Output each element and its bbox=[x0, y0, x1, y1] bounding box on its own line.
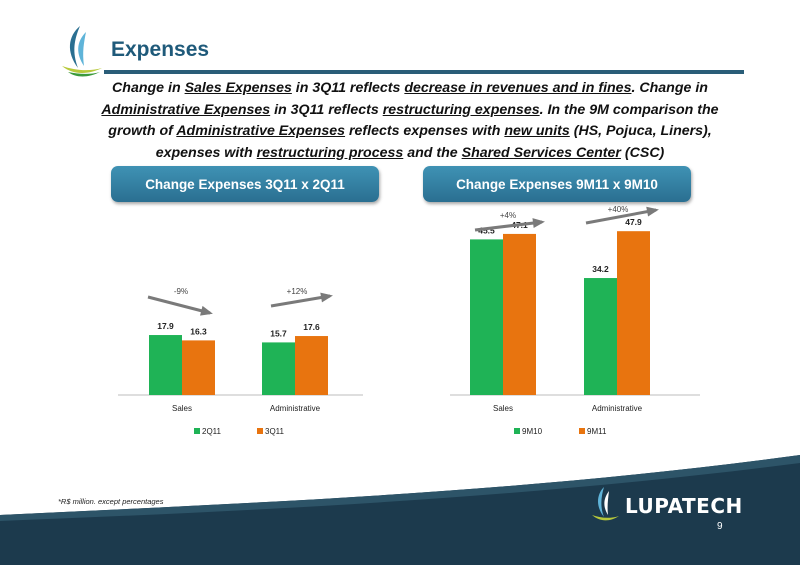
summary-text: Change in Sales Expenses in 3Q11 reflect… bbox=[100, 78, 720, 164]
lupatech-logo-icon bbox=[62, 26, 102, 77]
legend-swatch-9M10 bbox=[514, 428, 520, 434]
data-label: 17.6 bbox=[303, 322, 320, 332]
left-section-title: Change Expenses 3Q11 x 2Q11 bbox=[111, 166, 379, 202]
change-annotation: +12% bbox=[287, 287, 308, 296]
summary-fragment: in 3Q11 reflects bbox=[270, 101, 383, 118]
bar-2Q11-sales bbox=[149, 335, 182, 395]
trend-arrow-shaft bbox=[585, 208, 657, 225]
bar-9M10-administrative bbox=[584, 278, 617, 395]
summary-emphasis: Sales Expenses bbox=[184, 80, 292, 96]
legend-swatch-9M11 bbox=[579, 428, 585, 434]
change-annotation: +4% bbox=[500, 211, 516, 220]
title-divider bbox=[104, 70, 744, 74]
bar-9M11-administrative bbox=[617, 231, 650, 395]
data-label: 47.9 bbox=[625, 217, 642, 227]
summary-fragment: (HS, Pojuca, Liners), expenses with bbox=[155, 123, 712, 161]
x-tick-label: Sales bbox=[172, 404, 192, 413]
page-title: Expenses bbox=[111, 38, 210, 61]
legend-label: 2Q11 bbox=[202, 427, 222, 436]
summary-fragment: . Change in bbox=[631, 80, 708, 96]
data-label: 17.9 bbox=[157, 321, 174, 331]
trend-arrow-head bbox=[532, 218, 545, 229]
legend-swatch-2Q11 bbox=[194, 428, 200, 434]
chart-quarterly-svg: 17.9 16.3 Sales -9% 15.7 17.6 Administrative +1… bbox=[118, 287, 363, 436]
trend-arrow-shaft bbox=[147, 295, 211, 315]
x-tick-label: Administrative bbox=[270, 404, 321, 413]
bar-9M11-sales bbox=[503, 233, 536, 395]
bar-2Q11-administrative bbox=[262, 342, 295, 395]
lupatech-mark-icon bbox=[592, 487, 619, 521]
summary-fragment: and the bbox=[403, 144, 462, 161]
trend-arrow-shaft bbox=[270, 294, 331, 308]
data-label: 34.2 bbox=[592, 264, 609, 274]
summary-fragment: (CSC) bbox=[620, 144, 665, 161]
trend-arrow-head bbox=[200, 305, 213, 316]
x-tick-label: Administrative bbox=[592, 404, 643, 413]
summary-emphasis: Shared Services Center bbox=[461, 144, 621, 161]
summary-fragment: . In the 9M comparison the growth of bbox=[108, 101, 719, 140]
change-annotation: +40% bbox=[608, 205, 629, 214]
summary-fragment: reflects expenses with bbox=[345, 123, 505, 139]
x-tick-label: Sales bbox=[493, 404, 513, 413]
legend-label: 3Q11 bbox=[265, 427, 285, 436]
right-section-title: Change Expenses 9M11 x 9M10 bbox=[423, 166, 691, 202]
chart-nine-month-expenses: 45.547.1Sales+4%34.247.9Administrative+4… bbox=[450, 200, 700, 442]
change-annotation: -9% bbox=[174, 287, 188, 296]
legend-label: 9M10 bbox=[522, 427, 543, 436]
trend-arrow-shaft bbox=[474, 220, 543, 232]
bar-3Q11-sales bbox=[182, 340, 215, 395]
data-label: 16.3 bbox=[190, 326, 207, 336]
summary-emphasis: Administrative Expenses bbox=[101, 101, 271, 118]
footer-band bbox=[0, 455, 800, 565]
trend-arrow-head bbox=[320, 292, 333, 303]
summary-emphasis: new units bbox=[504, 123, 570, 139]
summary-emphasis: decrease in revenues and in fines bbox=[404, 80, 632, 96]
summary-emphasis: Administrative Expenses bbox=[176, 123, 346, 139]
legend-swatch-3Q11 bbox=[257, 428, 263, 434]
data-label: 15.7 bbox=[270, 328, 287, 338]
summary-fragment: Change in bbox=[112, 80, 185, 96]
brand-name: LUPATECH bbox=[625, 494, 743, 518]
summary-fragment: in 3Q11 reflects bbox=[291, 80, 405, 96]
summary-emphasis: restructuring process bbox=[256, 144, 404, 161]
legend-label: 9M11 bbox=[587, 427, 607, 436]
chart-quarterly-expenses: 17.9 16.3 Sales -9% 15.7 17.6 Administrative +1… bbox=[118, 270, 363, 442]
chart-nine-month-svg: 45.547.1Sales+4%34.247.9Administrative+4… bbox=[450, 205, 700, 436]
summary-emphasis: restructuring expenses bbox=[382, 101, 540, 118]
bar-9M10-sales bbox=[470, 239, 503, 395]
trend-arrow-head bbox=[646, 206, 659, 217]
data-label: 45.5 bbox=[478, 225, 495, 235]
page-number: 9 bbox=[717, 521, 723, 532]
bar-3Q11-administrative bbox=[295, 336, 328, 395]
footnote: *R$ million. except percentages bbox=[58, 497, 164, 506]
